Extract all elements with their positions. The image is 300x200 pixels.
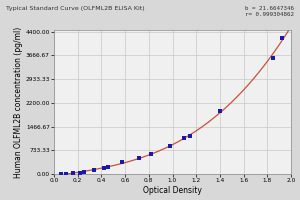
Point xyxy=(64,172,68,175)
Point xyxy=(167,145,172,148)
Point xyxy=(101,166,106,169)
Text: Typical Standard Curve (OLFML2B ELISA Kit): Typical Standard Curve (OLFML2B ELISA Ki… xyxy=(6,6,145,11)
Point xyxy=(279,36,284,40)
Point xyxy=(92,169,97,172)
X-axis label: Optical Density: Optical Density xyxy=(143,186,202,195)
Point xyxy=(149,152,154,156)
Point xyxy=(218,109,222,112)
Point xyxy=(271,56,276,59)
Point xyxy=(182,137,187,140)
Point xyxy=(119,161,124,164)
Point xyxy=(82,171,87,174)
Point xyxy=(71,172,76,175)
Y-axis label: Human OLFML2B concentration (pg/ml): Human OLFML2B concentration (pg/ml) xyxy=(14,26,23,178)
Point xyxy=(137,156,142,159)
Point xyxy=(106,165,110,168)
Text: b = 21.6647346
r= 0.999304862: b = 21.6647346 r= 0.999304862 xyxy=(245,6,294,17)
Point xyxy=(58,172,63,176)
Point xyxy=(78,171,82,174)
Point xyxy=(188,135,193,138)
